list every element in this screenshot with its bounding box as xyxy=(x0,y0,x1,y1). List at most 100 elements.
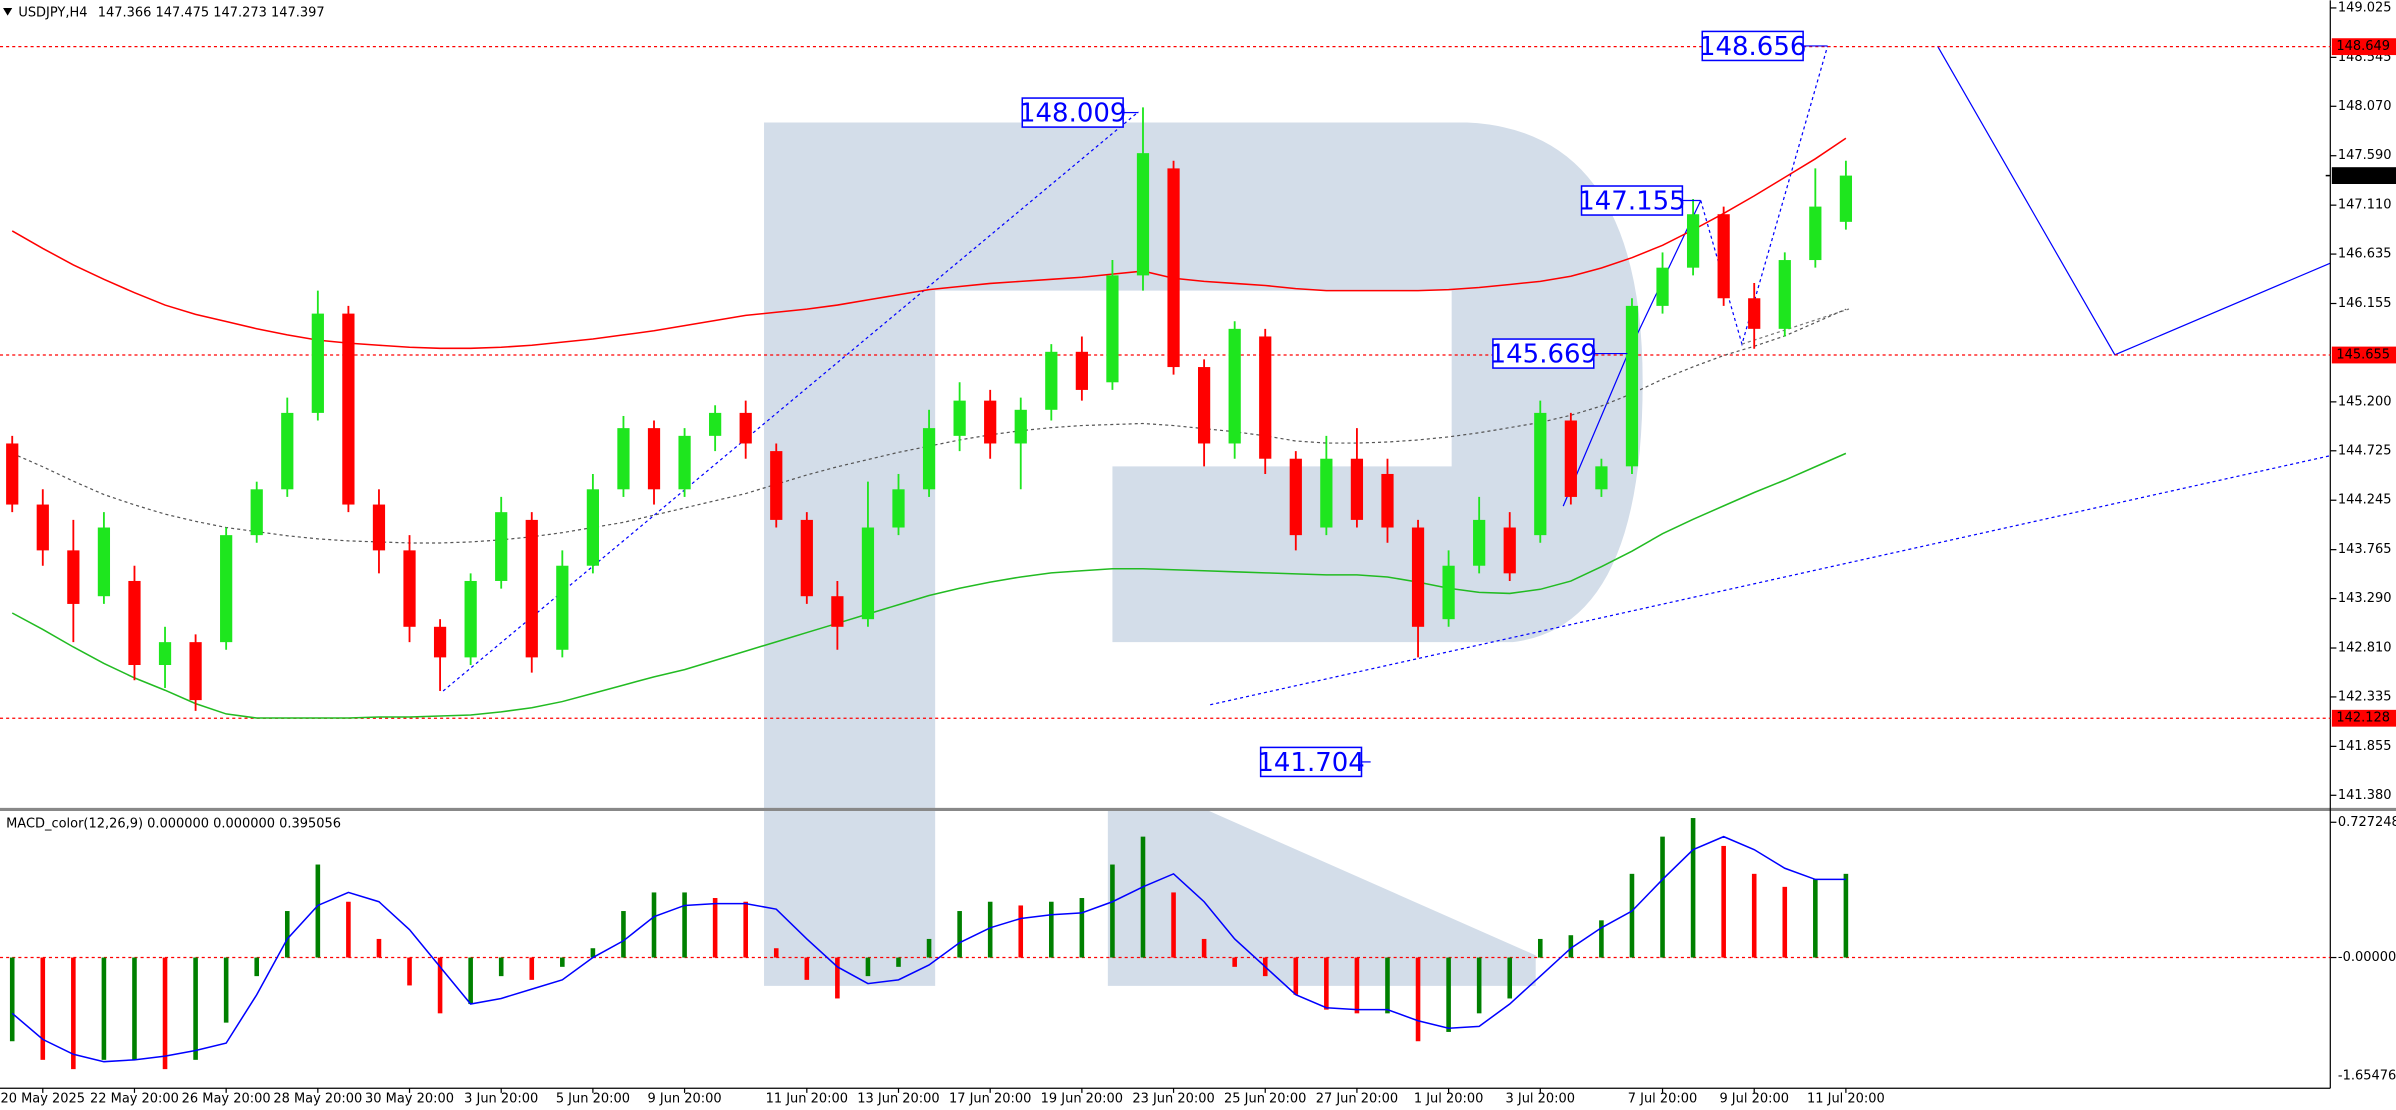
candle-body xyxy=(1014,409,1027,444)
macd-bar xyxy=(1629,873,1635,958)
macd-bar xyxy=(284,911,290,958)
macd-bar xyxy=(468,957,473,1005)
x-tick-label: 19 Jun 20:00 xyxy=(1041,1091,1123,1106)
macd-bar xyxy=(1079,898,1085,958)
candle-body xyxy=(128,580,141,666)
header-close: 147.397 xyxy=(271,5,325,20)
macd-bar xyxy=(1813,879,1818,958)
candle-body xyxy=(1075,351,1088,390)
macd-bar xyxy=(773,948,779,958)
macd-bar xyxy=(1140,836,1146,958)
candle-body xyxy=(36,504,49,551)
channel-line xyxy=(1741,308,1850,345)
macd-bar xyxy=(1568,935,1574,958)
header-low: 147.273 xyxy=(213,5,267,20)
candle-body xyxy=(892,489,905,528)
macd-signal xyxy=(11,835,1846,1063)
candle-body xyxy=(1411,527,1425,627)
y-tick-label: 146.635 xyxy=(2338,247,2392,262)
macd-bar xyxy=(1171,892,1176,958)
candle-body xyxy=(1320,458,1333,528)
macd-bar xyxy=(835,957,840,999)
candle-body xyxy=(1534,412,1547,536)
annotation-box xyxy=(1259,746,1363,778)
candle-body xyxy=(495,512,508,581)
x-tick-label: 3 Jul 20:00 xyxy=(1506,1091,1576,1106)
candle-body xyxy=(1686,214,1700,268)
menu-arrow xyxy=(3,7,13,16)
x-tick-label: 11 Jun 20:00 xyxy=(766,1091,848,1106)
x-tick-label: 28 May 20:00 xyxy=(273,1091,362,1106)
level-label-box xyxy=(2331,709,2396,727)
candle-body xyxy=(1289,458,1302,536)
annotation-label: 147.155 xyxy=(1578,187,1685,217)
annotation-label: 148.009 xyxy=(1019,99,1126,129)
x-tick-label: 3 Jun 20:00 xyxy=(464,1091,538,1106)
x-tick-label: 7 Jul 20:00 xyxy=(1628,1091,1698,1106)
x-tick-label: 22 May 20:00 xyxy=(90,1091,179,1106)
x-tick-label: 9 Jul 20:00 xyxy=(1719,1091,1789,1106)
annotation-box xyxy=(1701,30,1804,62)
candle-body xyxy=(1381,473,1394,528)
macd-bar xyxy=(346,901,351,958)
annotation-label: 141.704 xyxy=(1257,748,1364,778)
macd-bar xyxy=(437,957,443,1014)
macd-bar xyxy=(1385,957,1390,1014)
macd-bar xyxy=(254,957,260,977)
macd-bar xyxy=(621,911,626,958)
support-line xyxy=(1210,455,2331,706)
x-tick-label: 13 Jun 20:00 xyxy=(857,1091,939,1106)
candle-body xyxy=(1717,214,1730,299)
candle-body xyxy=(1625,305,1639,467)
macd-bar xyxy=(926,938,932,958)
candle-body xyxy=(1045,351,1058,410)
macd-bar xyxy=(1599,920,1604,958)
macd-bar xyxy=(1324,957,1329,1010)
macd-bar xyxy=(682,892,687,958)
candle-body xyxy=(1473,519,1486,566)
macd-bar xyxy=(1782,886,1788,958)
macd-bar xyxy=(865,957,871,977)
macd-bar xyxy=(315,864,321,958)
macd-bar xyxy=(1201,938,1207,958)
macd-bar xyxy=(743,901,748,958)
macd-bar xyxy=(987,901,993,958)
header: USDJPY,H4 147.366 147.475 147.273 147.39… xyxy=(18,5,324,20)
macd-bar xyxy=(896,957,901,967)
candle-body xyxy=(1564,420,1577,497)
level-label: 145.655 xyxy=(2336,348,2390,363)
macd-bar xyxy=(1110,864,1115,958)
y-tick-label: 145.200 xyxy=(2338,394,2392,409)
candle-body xyxy=(1595,466,1608,490)
macd-bar xyxy=(560,957,565,967)
macd-bar xyxy=(1354,957,1360,1014)
macd-bar xyxy=(1049,901,1054,958)
annotation-label: 145.669 xyxy=(1490,340,1597,370)
candle-body xyxy=(1503,527,1516,574)
x-tick-label: 11 Jul 20:00 xyxy=(1807,1091,1885,1106)
watermark-bowl xyxy=(764,122,1643,986)
macd-bar xyxy=(1537,938,1543,958)
candle-body xyxy=(1809,206,1822,261)
macd-bar xyxy=(712,898,718,958)
level-label-box xyxy=(2331,38,2396,56)
annotation-box xyxy=(1021,97,1124,128)
candle-body xyxy=(1198,367,1211,444)
x-tick-label: 25 Jun 20:00 xyxy=(1224,1091,1306,1106)
macd-bar xyxy=(1293,957,1299,995)
macd-bar xyxy=(407,957,412,986)
macd-bar xyxy=(1690,818,1696,958)
annotation-box xyxy=(1492,338,1595,369)
x-tick-label: 1 Jul 20:00 xyxy=(1414,1091,1484,1106)
y-tick-label: 141.380 xyxy=(2338,788,2392,803)
candle-body xyxy=(372,504,386,551)
candle-body xyxy=(6,443,19,505)
candle-body xyxy=(709,412,722,436)
macd-label: MACD_color(12,26,9) 0.000000 0.000000 0.… xyxy=(6,816,341,831)
macd-bar xyxy=(193,957,198,1060)
y-tick-label: 149.025 xyxy=(2338,0,2392,15)
macd-bar xyxy=(1446,957,1451,1032)
macd-bar xyxy=(1018,905,1024,958)
candle-body xyxy=(556,565,569,650)
